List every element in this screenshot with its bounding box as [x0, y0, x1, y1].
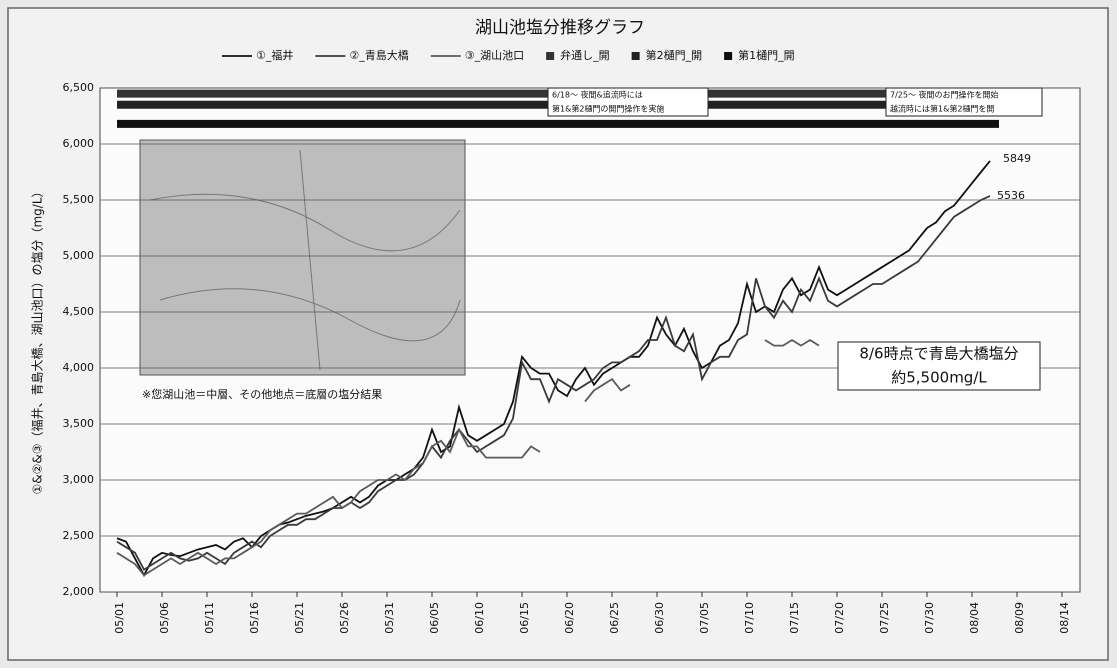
- annotation-text: 7/25～ 夜間のお門操作を開始: [890, 90, 999, 100]
- y-tick-label: 3,500: [63, 417, 95, 430]
- x-tick-label: 06/30: [653, 602, 666, 634]
- x-tick-label: 05/21: [293, 602, 306, 634]
- legend-label: ①_福井: [256, 48, 293, 62]
- page: 湖山池塩分推移グラフ ①&②&③（福井、青島大橋、湖山池口）の塩分（mg/L） …: [0, 0, 1117, 668]
- x-tick-label: 06/10: [473, 602, 486, 634]
- end-label: 5536: [997, 189, 1025, 202]
- annotation-text: ※您湖山池＝中層、その他地点＝底層の塩分結果: [142, 387, 382, 401]
- annotation-text: 6/18～ 夜間&追流時には: [552, 90, 643, 100]
- y-tick-label: 6,500: [63, 81, 95, 94]
- legend-label: 第1樋門_開: [738, 48, 795, 62]
- x-tick-label: 08/14: [1058, 602, 1071, 634]
- chart-title: 湖山池塩分推移グラフ: [475, 18, 645, 38]
- x-tick-label: 05/31: [383, 602, 396, 634]
- legend-label: 弁通し_開: [560, 48, 610, 62]
- x-tick-label: 07/20: [833, 602, 846, 634]
- legend-swatch: [546, 52, 554, 60]
- legend-label: 第2樋門_開: [646, 48, 703, 62]
- x-tick-label: 07/15: [788, 602, 801, 634]
- legend-swatch: [632, 52, 640, 60]
- chart: 湖山池塩分推移グラフ ①&②&③（福井、青島大橋、湖山池口）の塩分（mg/L） …: [0, 0, 1117, 668]
- x-tick-label: 07/10: [743, 602, 756, 634]
- x-tick-label: 07/05: [698, 602, 711, 634]
- y-tick-label: 5,000: [63, 249, 95, 262]
- y-axis-label: ①&②&③（福井、青島大橋、湖山池口）の塩分（mg/L）: [30, 185, 45, 494]
- end-label: 5849: [1003, 152, 1031, 165]
- x-tick-label: 05/06: [158, 602, 171, 634]
- annotation-text: 第1&第2樋門の開門操作を実施: [552, 104, 664, 114]
- y-tick-label: 2,000: [63, 585, 95, 598]
- x-tick-label: 07/25: [878, 602, 891, 634]
- y-tick-label: 6,000: [63, 137, 95, 150]
- annotation-text: 約5,500mg/L: [891, 369, 987, 387]
- y-tick-label: 5,500: [63, 193, 95, 206]
- legend-swatch: [724, 52, 732, 60]
- x-tick-label: 07/30: [923, 602, 936, 634]
- y-tick-label: 4,500: [63, 305, 95, 318]
- legend-label: ②_青島大橋: [349, 48, 408, 62]
- x-tick-label: 05/11: [203, 602, 216, 634]
- x-tick-label: 05/01: [113, 602, 126, 634]
- y-tick-label: 2,500: [63, 529, 95, 542]
- x-tick-label: 05/26: [338, 602, 351, 634]
- x-tick-label: 06/05: [428, 602, 441, 634]
- x-tick-label: 06/25: [608, 602, 621, 634]
- annotation-text: 8/6時点で青島大橋塩分: [859, 345, 1018, 363]
- annotation-text: 越流時には第1&第2樋門を開: [890, 104, 994, 114]
- x-tick-label: 05/16: [248, 602, 261, 634]
- x-tick-label: 08/04: [968, 602, 981, 634]
- x-tick-label: 08/09: [1013, 602, 1026, 634]
- x-tick-label: 06/20: [563, 602, 576, 634]
- x-tick-label: 06/15: [518, 602, 531, 634]
- y-tick-label: 3,000: [63, 473, 95, 486]
- y-tick-label: 4,000: [63, 361, 95, 374]
- legend-label: ③_湖山池口: [465, 49, 524, 62]
